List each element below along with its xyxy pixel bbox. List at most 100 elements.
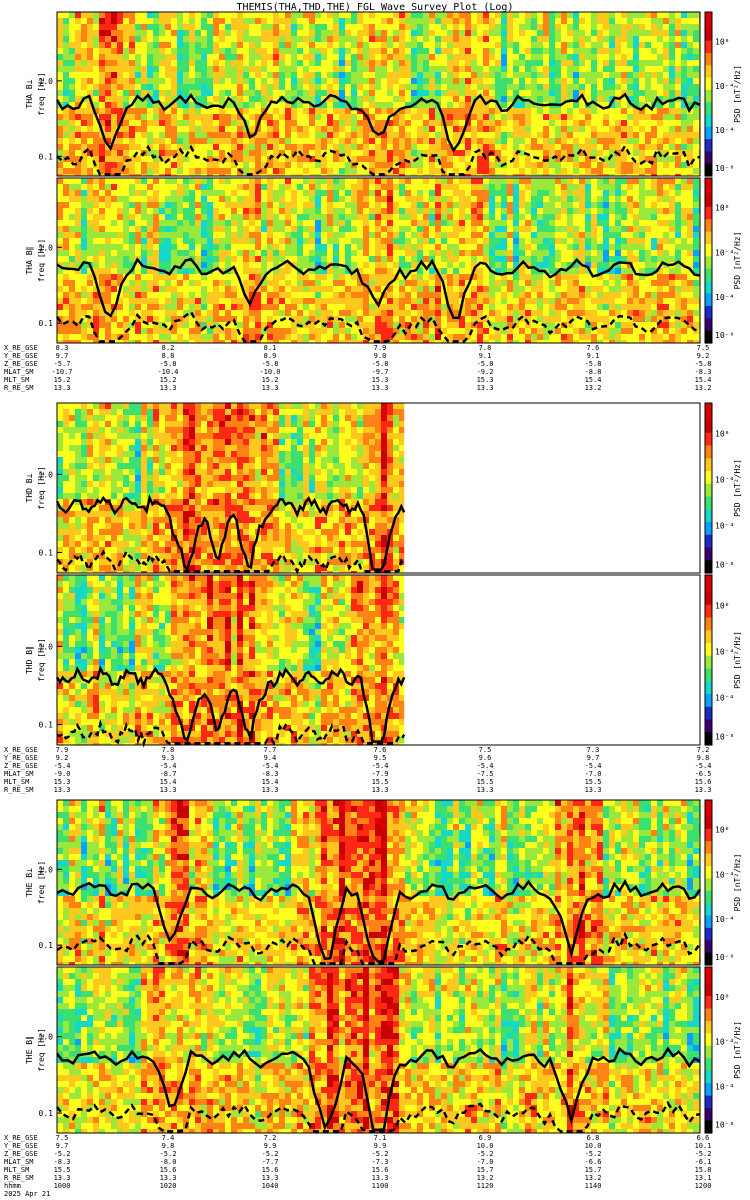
heatmap-cell (387, 190, 393, 196)
heatmap-cell (411, 150, 417, 156)
heatmap-cell (465, 256, 471, 262)
heatmap-cell (573, 202, 579, 208)
heatmap-cell (255, 220, 261, 226)
heatmap-cell (429, 262, 435, 268)
heatmap-cell (399, 178, 405, 184)
heatmap-cell (297, 114, 303, 120)
heatmap-cell (333, 72, 339, 78)
heatmap-cell (249, 268, 255, 274)
heatmap-cell (579, 244, 585, 250)
heatmap-cell (69, 132, 75, 138)
heatmap-cell (285, 268, 291, 274)
heatmap-cell (57, 232, 63, 238)
heatmap-cell (399, 150, 405, 156)
heatmap-cell (105, 132, 111, 138)
heatmap-cell (327, 178, 333, 184)
heatmap-cell (429, 244, 435, 250)
heatmap-cell (183, 42, 189, 48)
heatmap-cell (519, 54, 525, 60)
heatmap-cell (417, 168, 423, 174)
heatmap-cell (99, 162, 105, 168)
heatmap-cell (477, 174, 483, 176)
heatmap-cell (165, 238, 171, 244)
heatmap-cell (327, 202, 333, 208)
heatmap-cell (525, 274, 531, 280)
heatmap-cell (579, 48, 585, 54)
heatmap-cell (75, 90, 81, 96)
heatmap-cell (627, 208, 633, 214)
heatmap-cell (351, 72, 357, 78)
heatmap-cell (81, 178, 87, 184)
heatmap-cell (483, 60, 489, 66)
heatmap-cell (621, 12, 627, 18)
heatmap-cell (297, 196, 303, 202)
heatmap-cell (645, 132, 651, 138)
heatmap-cell (375, 60, 381, 66)
heatmap-cell (693, 232, 699, 238)
heatmap-cell (255, 12, 261, 18)
heatmap-cell (651, 220, 657, 226)
heatmap-cell (393, 138, 399, 144)
heatmap-cell (279, 150, 285, 156)
heatmap-cell (519, 196, 525, 202)
heatmap-cell (417, 66, 423, 72)
heatmap-cell (333, 178, 339, 184)
heatmap-cell (585, 232, 591, 238)
heatmap-cell (243, 144, 249, 150)
heatmap-cell (495, 178, 501, 184)
heatmap-cell (111, 208, 117, 214)
heatmap-cell (639, 150, 645, 156)
heatmap-cell (495, 120, 501, 126)
heatmap-cell (303, 220, 309, 226)
heatmap-cell (483, 126, 489, 132)
heatmap-cell (351, 244, 357, 250)
heatmap-cell (651, 262, 657, 268)
heatmap-cell (507, 274, 513, 280)
heatmap-cell (297, 18, 303, 24)
heatmap-cell (525, 78, 531, 84)
heatmap-cell (75, 12, 81, 18)
heatmap-cell (423, 54, 429, 60)
heatmap-cell (297, 78, 303, 84)
heatmap-cell (177, 72, 183, 78)
heatmap-cell (261, 12, 267, 18)
heatmap-cell (435, 250, 441, 256)
heatmap-cell (417, 256, 423, 262)
heatmap-cell (657, 220, 663, 226)
heatmap-cell (681, 102, 687, 108)
heatmap-cell (675, 178, 681, 184)
heatmap-cell (261, 36, 267, 42)
heatmap-cell (321, 232, 327, 238)
heatmap-cell (57, 168, 63, 174)
heatmap-cell (225, 238, 231, 244)
heatmap-cell (141, 84, 147, 90)
heatmap-cell (195, 42, 201, 48)
heatmap-cell (567, 168, 573, 174)
heatmap-cell (249, 196, 255, 202)
heatmap-cell (249, 202, 255, 208)
heatmap-cell (447, 178, 453, 184)
heatmap-cell (147, 268, 153, 274)
heatmap-cell (165, 150, 171, 156)
heatmap-cell (381, 162, 387, 168)
heatmap-cell (681, 48, 687, 54)
heatmap-cell (495, 36, 501, 42)
heatmap-cell (225, 168, 231, 174)
heatmap-cell (345, 24, 351, 30)
heatmap-cell (399, 274, 405, 280)
heatmap-cell (657, 208, 663, 214)
heatmap-cell (621, 238, 627, 244)
heatmap-cell (237, 162, 243, 168)
heatmap-cell (447, 84, 453, 90)
heatmap-cell (213, 144, 219, 150)
heatmap-cell (501, 138, 507, 144)
heatmap-cell (423, 114, 429, 120)
heatmap-cell (465, 162, 471, 168)
heatmap-cell (525, 226, 531, 232)
heatmap-cell (327, 238, 333, 244)
heatmap-cell (513, 90, 519, 96)
heatmap-cell (615, 108, 621, 114)
heatmap-cell (327, 168, 333, 174)
heatmap-cell (561, 132, 567, 138)
heatmap-cell (63, 174, 69, 176)
